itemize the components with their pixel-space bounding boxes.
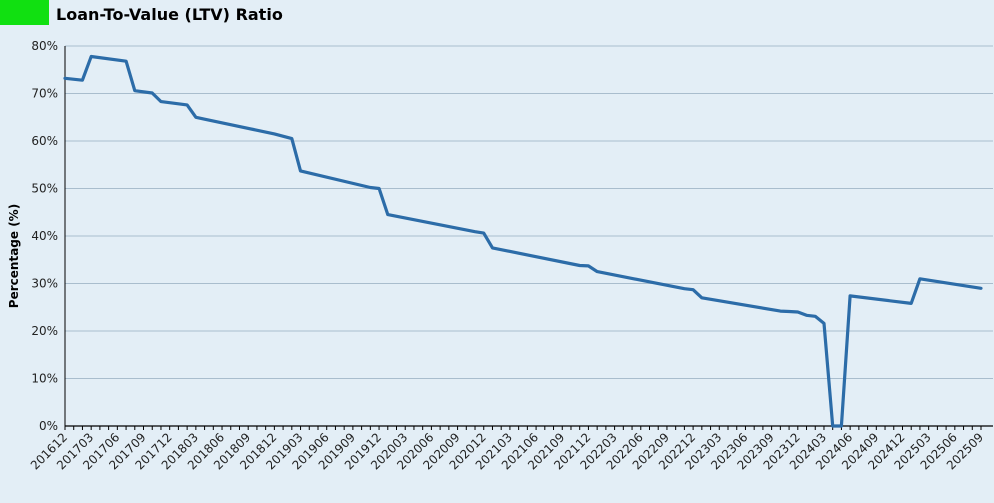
grid-lines xyxy=(65,45,993,379)
y-tick-label: 10% xyxy=(31,372,58,386)
y-tick-label: 30% xyxy=(31,277,58,291)
x-axis: 2016122017032017062017092017122018032018… xyxy=(28,46,993,473)
y-tick-label: 60% xyxy=(31,134,58,148)
y-tick-label: 50% xyxy=(31,182,58,196)
series-group xyxy=(63,54,983,428)
y-tick-label: 40% xyxy=(31,229,58,243)
y-axis-ticks: 0% 10% 20% 30% 40% 50% 60% 70% 80% xyxy=(31,39,58,433)
y-tick-label: 0% xyxy=(39,419,58,433)
series-line xyxy=(63,54,983,428)
chart-title: Loan-To-Value (LTV) Ratio xyxy=(56,5,283,24)
y-tick-label: 20% xyxy=(31,324,58,338)
legend-swatch xyxy=(0,0,49,25)
chart-header: Loan-To-Value (LTV) Ratio xyxy=(0,0,994,25)
y-tick-label: 80% xyxy=(31,39,58,53)
y-axis-label: Percentage (%) xyxy=(7,204,21,308)
y-tick-label: 70% xyxy=(31,87,58,101)
